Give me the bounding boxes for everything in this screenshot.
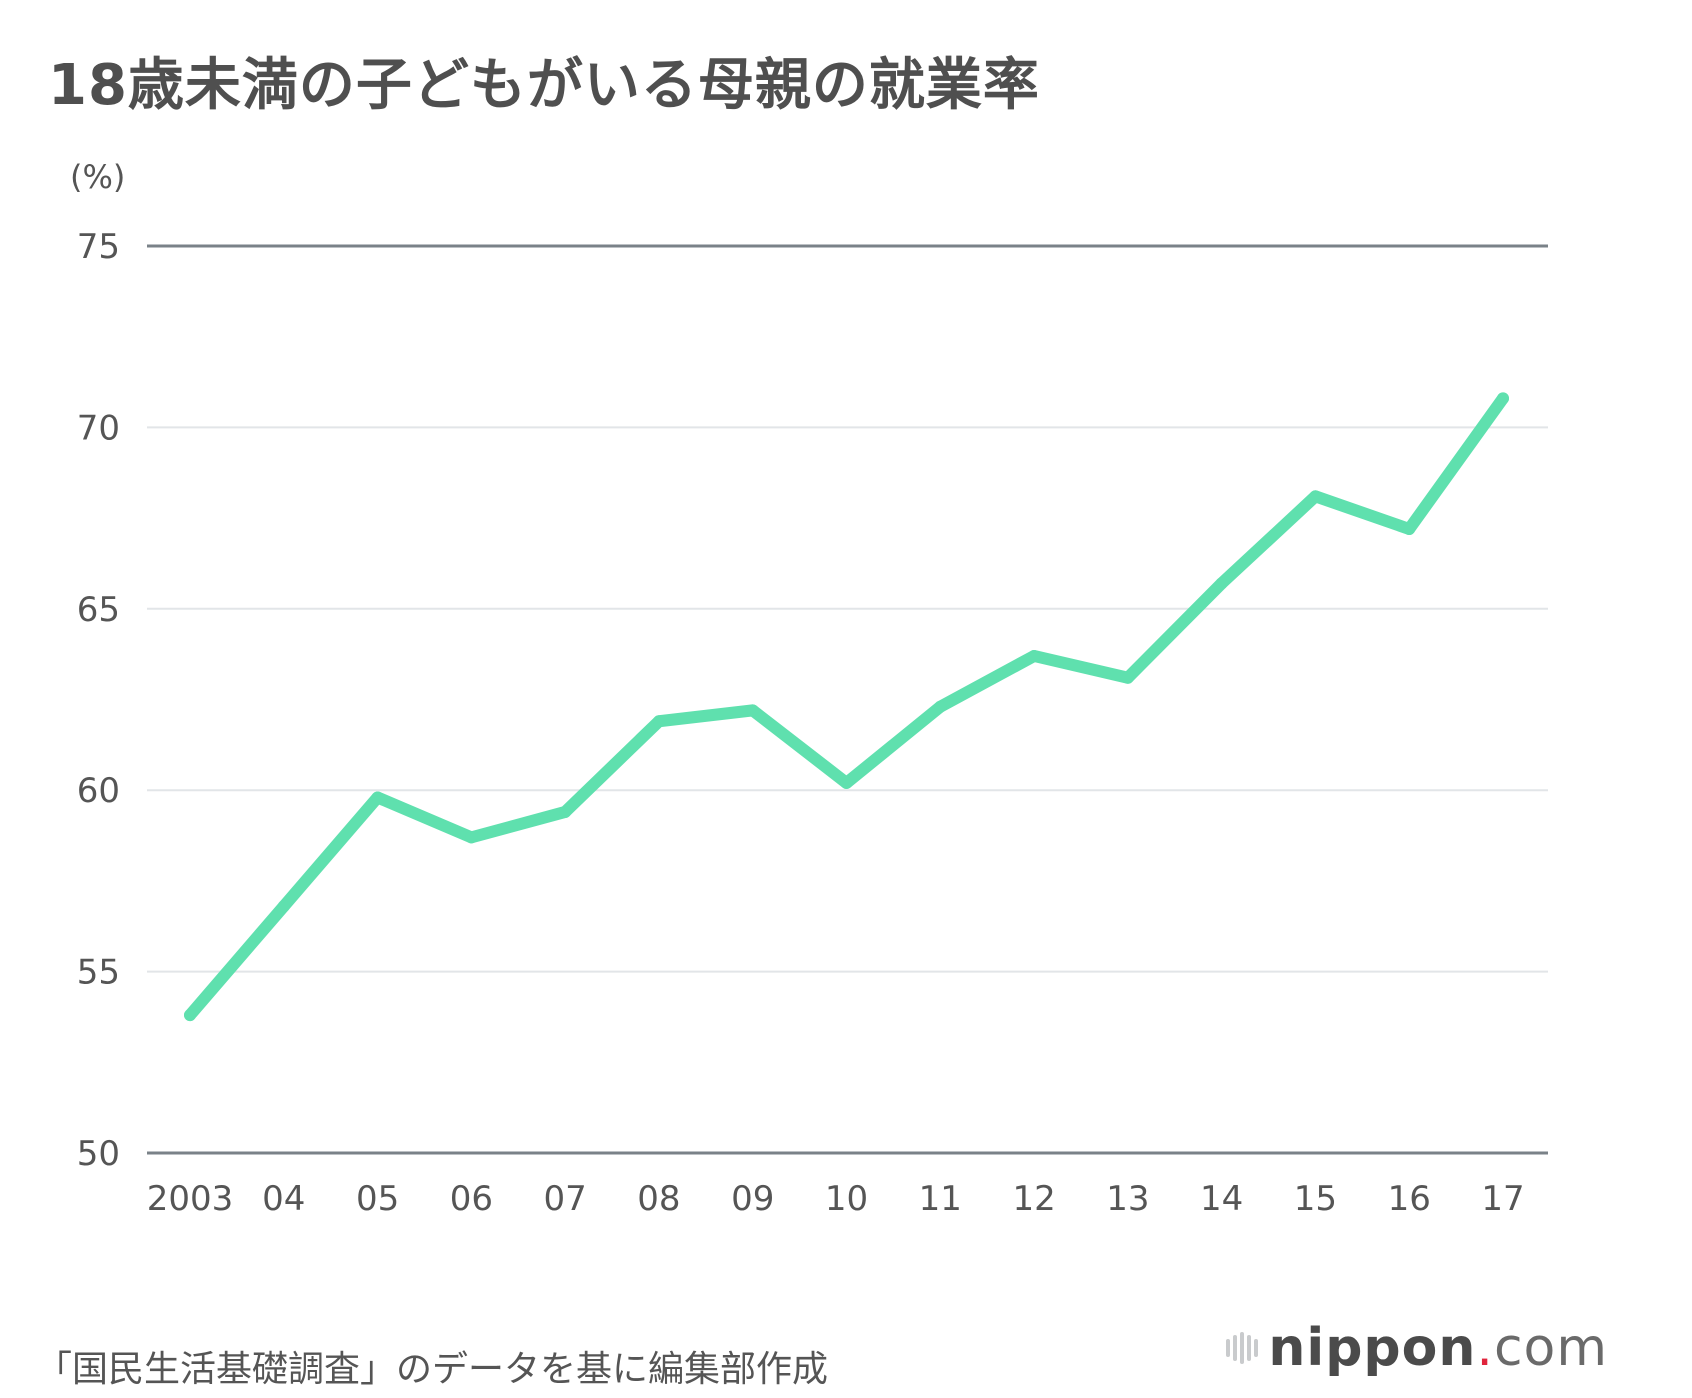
y-tick-label: 70	[77, 408, 120, 448]
x-tick-label: 16	[1388, 1179, 1431, 1219]
y-axis-unit: (%)	[70, 158, 125, 196]
x-tick-label: 17	[1481, 1179, 1524, 1219]
source-note: 「国民生活基礎調査」のデータを基に編集部作成	[36, 1349, 829, 1390]
x-tick-label: 07	[544, 1179, 587, 1219]
data-point	[1028, 649, 1041, 662]
logo-text: nippon.com	[1268, 1318, 1608, 1378]
y-tick-label: 60	[77, 771, 120, 811]
data-point	[1121, 671, 1134, 684]
data-point	[934, 700, 947, 713]
x-tick-label: 12	[1012, 1179, 1055, 1219]
x-tick-label: 11	[919, 1179, 962, 1219]
data-point	[1403, 522, 1416, 535]
series-layer	[184, 392, 1509, 1022]
x-tick-label: 04	[262, 1179, 305, 1219]
data-point	[465, 831, 478, 844]
x-tick-label: 09	[731, 1179, 774, 1219]
line-chart: 50 55 60 65 70 75 2003 04 05 06 07 08 09 10 11 12 13 14 1…	[70, 158, 1548, 1219]
data-point	[652, 715, 665, 728]
data-point	[1309, 490, 1322, 503]
x-tick-label: 13	[1106, 1179, 1149, 1219]
series-line	[184, 392, 1509, 1022]
data-point	[184, 1009, 196, 1022]
x-tick-label: 05	[356, 1179, 399, 1219]
data-point	[1215, 577, 1228, 590]
y-axis-ticks: 50 55 60 65 70 75	[77, 227, 120, 1174]
data-point	[840, 776, 853, 789]
data-point	[1497, 392, 1509, 405]
y-tick-label: 50	[77, 1134, 120, 1174]
x-tick-label: 06	[450, 1179, 493, 1219]
data-point	[559, 805, 572, 818]
chart-title: 18歳未満の子どもがいる母親の就業率	[48, 53, 1040, 118]
data-point	[371, 791, 384, 804]
nippon-logo: nippon.com	[1226, 1318, 1608, 1378]
y-tick-label: 55	[77, 953, 120, 993]
x-tick-label: 2003	[147, 1179, 234, 1219]
y-tick-label: 65	[77, 590, 120, 630]
logo-bars-icon	[1226, 1332, 1259, 1364]
data-point	[277, 900, 290, 913]
data-point	[746, 704, 759, 717]
x-tick-label: 10	[825, 1179, 868, 1219]
y-tick-label: 75	[77, 227, 120, 267]
x-axis-ticks: 2003 04 05 06 07 08 09 10 11 12 13 14 15 16 17	[147, 1179, 1525, 1219]
x-tick-label: 15	[1294, 1179, 1337, 1219]
grid-lines	[147, 244, 1548, 1155]
x-tick-label: 08	[637, 1179, 680, 1219]
x-tick-label: 14	[1200, 1179, 1243, 1219]
